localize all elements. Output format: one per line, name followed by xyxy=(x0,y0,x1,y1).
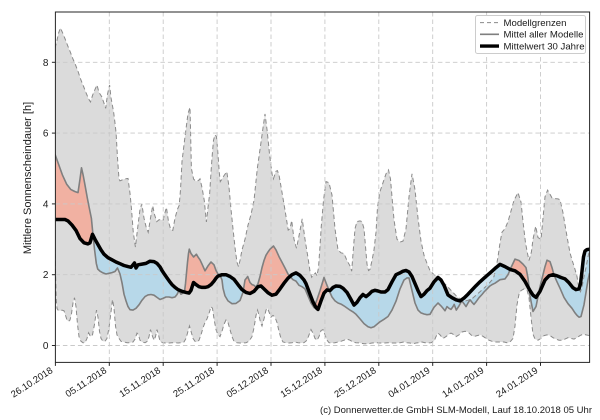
svg-text:4: 4 xyxy=(43,199,49,210)
svg-text:(c) Donnerwetter.de GmbH SLM-M: (c) Donnerwetter.de GmbH SLM-Modell, Lau… xyxy=(320,405,592,416)
svg-text:8: 8 xyxy=(43,58,49,69)
svg-text:6: 6 xyxy=(43,129,49,140)
svg-text:0: 0 xyxy=(43,341,49,352)
svg-text:2: 2 xyxy=(43,270,49,281)
svg-text:Mittel aller Modelle: Mittel aller Modelle xyxy=(504,30,584,41)
svg-text:Mittelwert 30 Jahre: Mittelwert 30 Jahre xyxy=(504,42,585,53)
svg-text:Modellgrenzen: Modellgrenzen xyxy=(504,18,567,29)
svg-text:Mittlere Sonnenscheindauer [h]: Mittlere Sonnenscheindauer [h] xyxy=(22,102,34,254)
